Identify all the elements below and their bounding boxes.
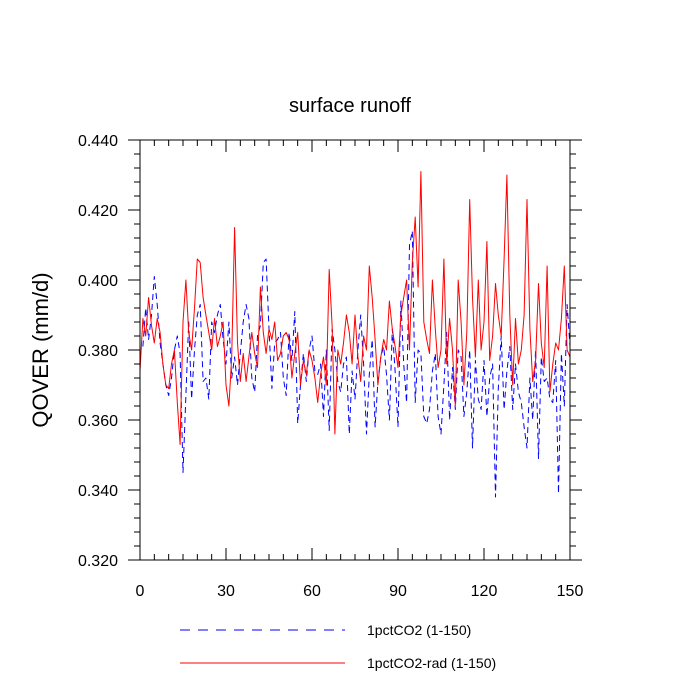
chart-title: surface runoff: [289, 95, 411, 117]
y-tick-label: 0.400: [78, 273, 118, 290]
legend-label-2: 1pctCO2-rad (1-150): [367, 655, 496, 671]
x-tick-label: 60: [303, 583, 321, 600]
y-tick-label: 0.340: [78, 483, 118, 500]
x-tick-label: 30: [217, 583, 235, 600]
y-tick-label: 0.360: [78, 413, 118, 430]
axes: 0 30 60 90 120 150 0.320 0.340 0.360 0.380 0.400 0.…: [78, 133, 583, 600]
y-tick-label: 0.420: [78, 203, 118, 220]
series-line-2: [139, 171, 571, 445]
x-tick-label: 90: [389, 583, 407, 600]
legend: 1pctCO2 (1-150) 1pctCO2-rad (1-150): [180, 622, 496, 671]
y-tick-label: 0.380: [78, 343, 118, 360]
y-tick-label: 0.440: [78, 133, 118, 150]
y-axis-label: QOVER (mm/d): [28, 272, 53, 427]
x-tick-label: 150: [557, 583, 584, 600]
legend-label-1: 1pctCO2 (1-150): [367, 622, 471, 638]
x-tick-label: 0: [136, 583, 145, 600]
series-line-1: [142, 230, 571, 498]
x-tick-label: 120: [471, 583, 498, 600]
y-tick-label: 0.320: [78, 553, 118, 570]
plot-area: [139, 171, 571, 498]
